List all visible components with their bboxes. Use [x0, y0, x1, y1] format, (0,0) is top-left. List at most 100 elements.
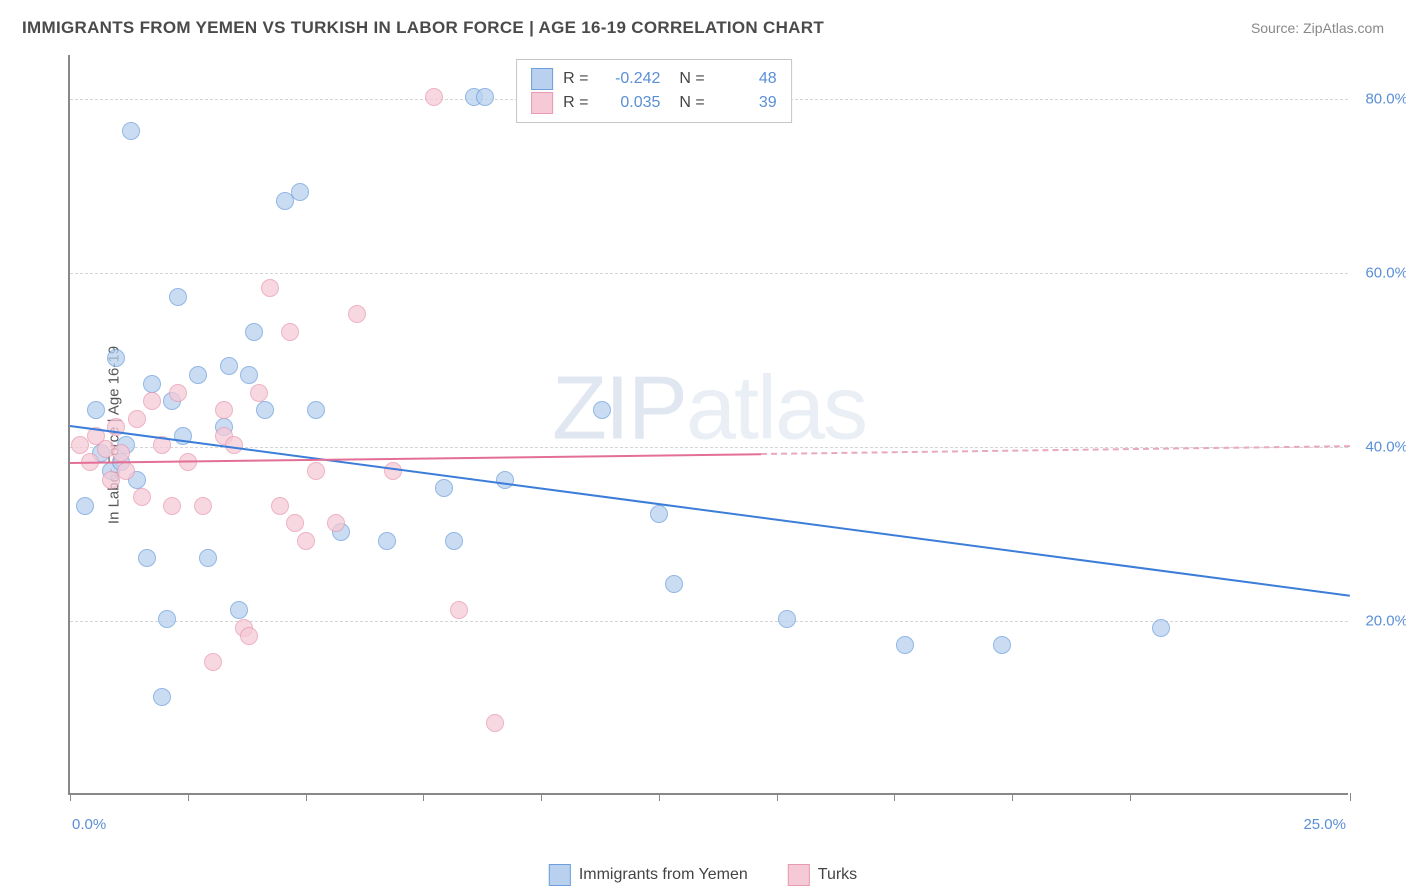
scatter-point: [286, 514, 304, 532]
scatter-point: [665, 575, 683, 593]
scatter-point: [194, 497, 212, 515]
x-axis-labels: 0.0% 25.0%: [70, 816, 1348, 833]
legend-r-label: R =: [563, 94, 588, 112]
scatter-point: [122, 122, 140, 140]
trend-line: [70, 425, 1350, 597]
scatter-point: [245, 323, 263, 341]
scatter-point: [496, 471, 514, 489]
scatter-point: [445, 532, 463, 550]
legend-r-label: R =: [563, 70, 588, 88]
scatter-point: [169, 288, 187, 306]
scatter-point: [281, 323, 299, 341]
scatter-point: [76, 497, 94, 515]
legend-n-turks: 39: [715, 94, 777, 112]
legend-r-yemen: -0.242: [598, 70, 660, 88]
correlation-legend: R = -0.242 N = 48 R = 0.035 N = 39: [516, 59, 792, 123]
scatter-point: [297, 532, 315, 550]
x-tick: [1130, 793, 1131, 801]
scatter-point: [133, 488, 151, 506]
scatter-point: [143, 375, 161, 393]
scatter-point: [650, 505, 668, 523]
scatter-point: [240, 366, 258, 384]
scatter-point: [256, 401, 274, 419]
scatter-point: [425, 88, 443, 106]
scatter-point: [225, 436, 243, 454]
scatter-point: [593, 401, 611, 419]
scatter-point: [291, 183, 309, 201]
y-tick-label: 40.0%: [1365, 438, 1406, 455]
scatter-point: [486, 714, 504, 732]
scatter-point: [87, 401, 105, 419]
source-attribution: Source: ZipAtlas.com: [1251, 20, 1384, 36]
scatter-point: [117, 462, 135, 480]
scatter-point: [204, 653, 222, 671]
legend-swatch-icon: [788, 864, 810, 886]
scatter-point: [169, 384, 187, 402]
scatter-point: [153, 688, 171, 706]
scatter-point: [450, 601, 468, 619]
scatter-point: [199, 549, 217, 567]
y-tick-label: 80.0%: [1365, 90, 1406, 107]
trend-line: [70, 453, 761, 464]
legend-item-yemen: Immigrants from Yemen: [549, 864, 748, 886]
scatter-point: [189, 366, 207, 384]
legend-swatch-yemen: [531, 68, 553, 90]
scatter-point: [1152, 619, 1170, 637]
scatter-point: [378, 532, 396, 550]
y-tick-label: 20.0%: [1365, 612, 1406, 629]
x-tick: [70, 793, 71, 801]
scatter-point: [158, 610, 176, 628]
scatter-point: [435, 479, 453, 497]
legend-r-turks: 0.035: [598, 94, 660, 112]
scatter-point: [476, 88, 494, 106]
legend-row-yemen: R = -0.242 N = 48: [531, 68, 777, 90]
gridline: [70, 273, 1348, 274]
scatter-point: [250, 384, 268, 402]
legend-swatch-turks: [531, 92, 553, 114]
scatter-point: [220, 357, 238, 375]
legend-n-label: N =: [670, 70, 704, 88]
legend-n-yemen: 48: [715, 70, 777, 88]
scatter-point: [307, 401, 325, 419]
plot-region: ZIPatlas R = -0.242 N = 48 R = 0.035 N =…: [68, 55, 1348, 795]
legend-swatch-icon: [549, 864, 571, 886]
legend-row-turks: R = 0.035 N = 39: [531, 92, 777, 114]
scatter-point: [128, 410, 146, 428]
scatter-point: [261, 279, 279, 297]
scatter-point: [778, 610, 796, 628]
scatter-point: [163, 497, 181, 515]
legend-label-turks: Turks: [818, 866, 857, 884]
legend-label-yemen: Immigrants from Yemen: [579, 866, 748, 884]
x-axis-max: 25.0%: [1303, 816, 1346, 833]
chart-title: IMMIGRANTS FROM YEMEN VS TURKISH IN LABO…: [22, 18, 824, 38]
x-tick: [306, 793, 307, 801]
scatter-point: [143, 392, 161, 410]
scatter-point: [112, 444, 130, 462]
scatter-point: [384, 462, 402, 480]
x-tick: [1012, 793, 1013, 801]
scatter-point: [307, 462, 325, 480]
x-tick: [423, 793, 424, 801]
scatter-point: [215, 401, 233, 419]
x-tick: [777, 793, 778, 801]
watermark-main: ZIP: [552, 359, 686, 459]
x-tick: [1350, 793, 1351, 801]
legend-item-turks: Turks: [788, 864, 857, 886]
scatter-point: [348, 305, 366, 323]
watermark-sub: atlas: [686, 359, 866, 459]
scatter-point: [107, 349, 125, 367]
x-tick: [659, 793, 660, 801]
series-legend: Immigrants from Yemen Turks: [549, 864, 857, 886]
scatter-point: [993, 636, 1011, 654]
legend-n-label: N =: [670, 94, 704, 112]
scatter-point: [327, 514, 345, 532]
scatter-point: [240, 627, 258, 645]
x-tick: [894, 793, 895, 801]
x-tick: [541, 793, 542, 801]
scatter-point: [138, 549, 156, 567]
scatter-point: [271, 497, 289, 515]
y-tick-label: 60.0%: [1365, 264, 1406, 281]
scatter-point: [230, 601, 248, 619]
x-tick: [188, 793, 189, 801]
chart-area: In Labor Force | Age 16-19 ZIPatlas R = …: [50, 55, 1370, 815]
